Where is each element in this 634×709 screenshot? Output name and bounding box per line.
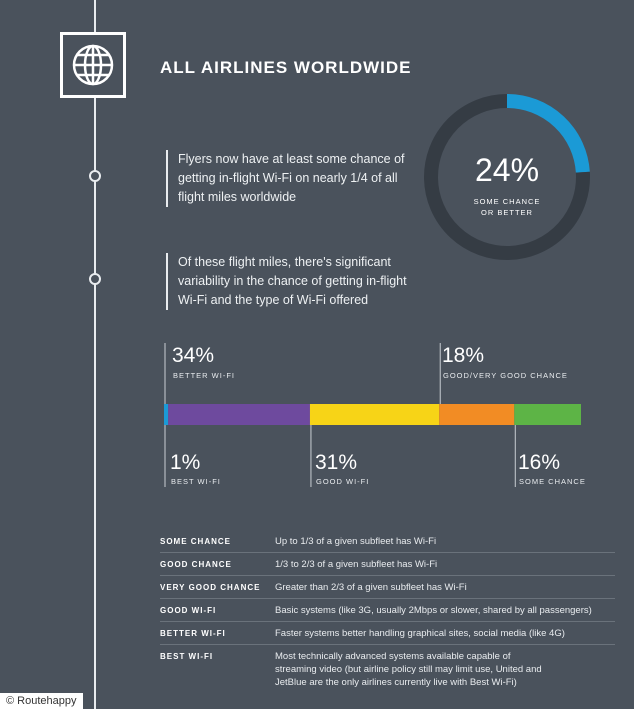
bar-label-good-very-good: GOOD/VERY GOOD CHANCE xyxy=(443,371,568,380)
definition-text: 1/3 to 2/3 of a given subfleet has Wi-Fi xyxy=(275,559,438,570)
statement-coverage: Flyers now have at least some chance of … xyxy=(166,150,423,207)
donut-label-line2: OR BETTER xyxy=(481,208,533,217)
timeline-dot xyxy=(89,170,101,182)
table-row: BETTER WI-FI Faster systems better handl… xyxy=(160,622,615,645)
definition-term: BETTER WI-FI xyxy=(160,629,226,638)
credit-label: © Routehappy xyxy=(0,693,83,709)
definition-text: Greater than 2/3 of a given subfleet has… xyxy=(275,582,467,593)
definition-term: VERY GOOD CHANCE xyxy=(160,583,261,592)
bar-pct-good-very-good: 18% xyxy=(442,344,485,367)
table-row: GOOD CHANCE 1/3 to 2/3 of a given subfle… xyxy=(160,553,615,576)
globe-icon xyxy=(72,44,114,86)
definition-text: Faster systems better handling graphical… xyxy=(275,628,565,639)
definition-term: GOOD WI-FI xyxy=(160,606,217,615)
table-row: BEST WI-FI Most technically advanced sys… xyxy=(160,645,615,693)
bar-pct-good: 31% xyxy=(315,451,358,474)
donut-percent: 24% xyxy=(474,152,540,188)
bar-segment-best-wi-fi xyxy=(164,404,169,425)
timeline-line xyxy=(94,0,96,709)
definition-text: Up to 1/3 of a given subfleet has Wi-Fi xyxy=(275,536,437,547)
bar-pct-best: 1% xyxy=(170,451,201,474)
definition-term: GOOD CHANCE xyxy=(160,560,232,569)
bar-label-good: GOOD WI-FI xyxy=(316,477,370,486)
globe-icon-box xyxy=(60,32,126,98)
bar-segment-good-very-good-chance xyxy=(439,404,515,425)
timeline-dot xyxy=(89,273,101,285)
definition-term: BEST WI-FI xyxy=(160,652,214,661)
donut-chart xyxy=(424,94,590,260)
bar-segment-good-wi-fi xyxy=(309,404,440,425)
definition-text: Most technically advanced systems availa… xyxy=(275,651,542,688)
donut-label-line1: SOME CHANCE xyxy=(473,197,541,206)
table-row: GOOD WI-FI Basic systems (like 3G, usual… xyxy=(160,599,615,622)
bar-pct-some: 16% xyxy=(518,451,561,474)
donut-slice-remainder xyxy=(424,94,590,260)
table-row: SOME CHANCE Up to 1/3 of a given subflee… xyxy=(160,530,615,553)
table-row: VERY GOOD CHANCE Greater than 2/3 of a g… xyxy=(160,576,615,599)
bar-label-some: SOME CHANCE xyxy=(519,477,586,486)
definitions-table: SOME CHANCE Up to 1/3 of a given subflee… xyxy=(160,530,615,693)
bar-label-best: BEST WI-FI xyxy=(171,477,221,486)
donut-slice-some-chance xyxy=(506,94,590,173)
bar-segment-better-wi-fi xyxy=(168,404,310,425)
bar-label-better: BETTER WI-FI xyxy=(173,371,235,380)
statement-variability: Of these flight miles, there's significa… xyxy=(166,253,423,310)
definition-text: Basic systems (like 3G, usually 2Mbps or… xyxy=(275,605,592,616)
bar-pct-better: 34% xyxy=(172,344,215,367)
donut-label: SOME CHANCE OR BETTER xyxy=(420,196,594,218)
definition-term: SOME CHANCE xyxy=(160,537,232,546)
page-title: ALL AIRLINES WORLDWIDE xyxy=(160,58,412,77)
bar-segment-some-chance xyxy=(514,404,581,425)
